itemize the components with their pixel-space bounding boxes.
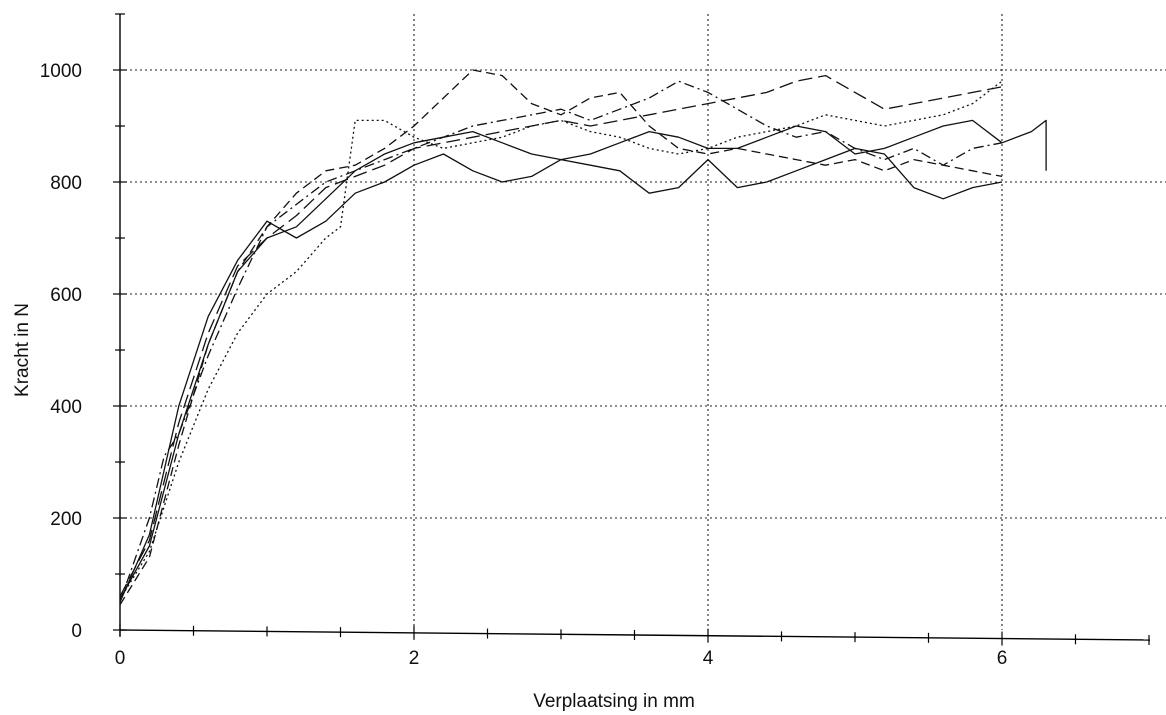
y-tick-label: 400 — [50, 397, 82, 418]
y-axis-title: Kracht in N — [12, 303, 33, 397]
x-axis-title: Verplaatsing in mm — [533, 691, 695, 712]
y-tick-label: 0 — [71, 621, 82, 642]
series-group — [119, 69, 1047, 606]
grid — [120, 14, 1166, 630]
y-tick-label: 200 — [50, 509, 82, 530]
series-line-5 — [119, 74, 1003, 597]
y-tick-label: 1000 — [40, 61, 82, 82]
tick-labels: 0 200 400 600 800 1000 0 2 4 6 — [40, 61, 1008, 669]
x-tick-label: 6 — [997, 648, 1008, 669]
y-tick-label: 800 — [50, 173, 82, 194]
series-line-1 — [119, 147, 1003, 603]
axes — [113, 13, 1151, 646]
series-line-2 — [119, 119, 1047, 600]
y-tick-label: 600 — [50, 285, 82, 306]
series-line-4 — [119, 80, 1003, 603]
x-tick-label: 4 — [703, 648, 714, 669]
series-line-3 — [119, 69, 1003, 606]
series-line-6 — [119, 80, 1003, 600]
x-tick-label: 2 — [409, 648, 420, 669]
x-tick-label: 0 — [115, 648, 126, 669]
